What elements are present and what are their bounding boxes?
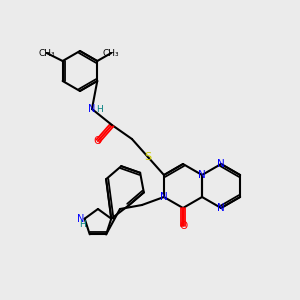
Text: N: N	[77, 214, 85, 224]
Text: H: H	[79, 220, 86, 229]
Text: H: H	[97, 104, 103, 113]
Text: O: O	[179, 221, 187, 231]
Text: N: N	[160, 192, 168, 202]
Text: CH₃: CH₃	[38, 49, 55, 58]
Text: N: N	[88, 104, 96, 114]
Text: N: N	[217, 203, 225, 213]
Text: O: O	[94, 136, 102, 146]
Text: N: N	[198, 170, 206, 180]
Text: N: N	[217, 159, 225, 169]
Text: CH₃: CH₃	[103, 49, 120, 58]
Text: S: S	[144, 152, 152, 162]
